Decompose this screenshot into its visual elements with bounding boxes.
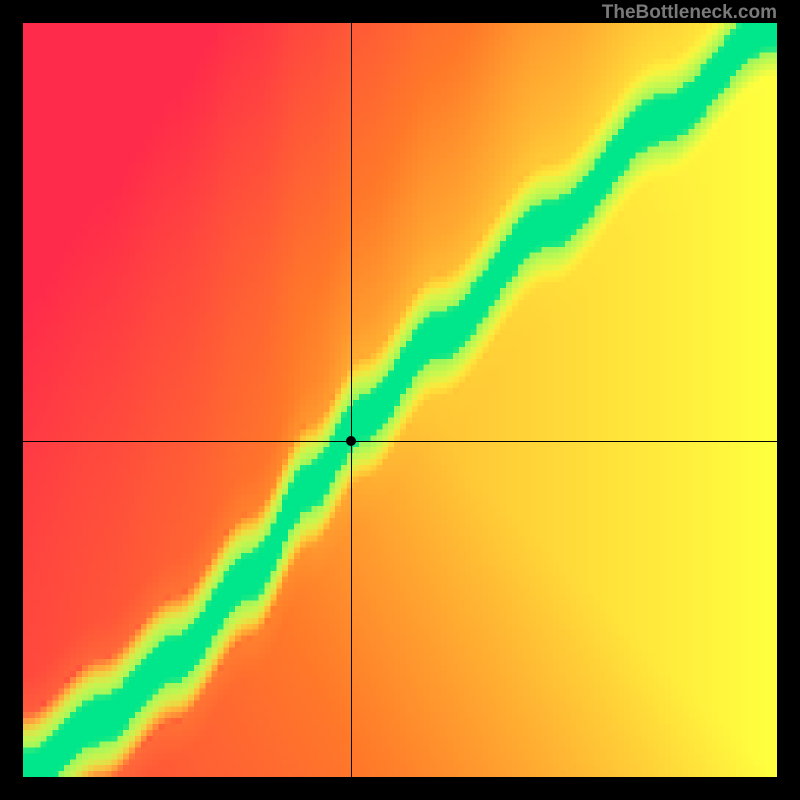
heatmap-canvas bbox=[23, 23, 777, 777]
crosshair-vertical bbox=[351, 23, 352, 777]
crosshair-marker bbox=[346, 436, 356, 446]
crosshair-horizontal bbox=[23, 441, 777, 442]
plot-area bbox=[23, 23, 777, 777]
watermark-text: TheBottleneck.com bbox=[602, 2, 777, 24]
